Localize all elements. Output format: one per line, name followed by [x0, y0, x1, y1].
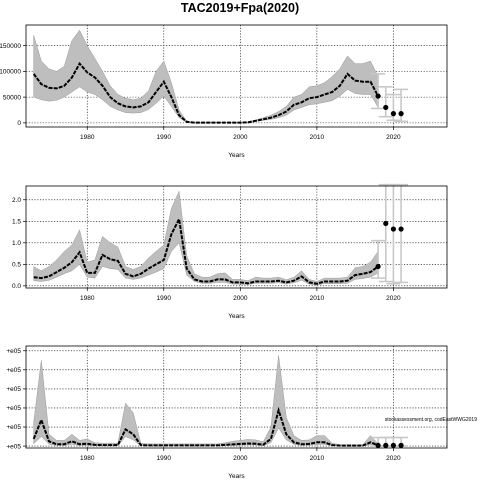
x-tick-label: 1980 [80, 295, 95, 302]
forecast-point [375, 263, 381, 270]
x-tick-label: 2010 [310, 295, 325, 302]
x-tick-label: 2000 [233, 455, 248, 462]
y-tick-label: 1.0 [12, 240, 21, 247]
source-annotation: stockassessment.org, codEastWWG2019 [385, 417, 477, 423]
forecast-point [375, 93, 381, 99]
forecast-point [383, 220, 389, 227]
forecast-intervals [371, 436, 409, 447]
y-tick-label: +e05 [6, 424, 21, 431]
y-tick-label: 1.5 [12, 218, 21, 225]
x-tick-label: 1990 [157, 295, 172, 302]
y-tick-label: +e05 [6, 386, 21, 393]
y-axis: 0 50000 100000 150000 [0, 43, 26, 127]
plot-frame [25, 24, 448, 128]
panel-top: 1980 1990 2000 2010 2020 050000100000150000 … [0, 24, 448, 159]
forecast-point [383, 104, 389, 111]
x-axis-label: Years [228, 152, 245, 159]
plot-frame [25, 345, 448, 449]
forecast-point [390, 111, 397, 117]
x-tick-label: 2000 [233, 134, 248, 141]
forecast-points [375, 442, 404, 448]
y-tick-label: 150000 [0, 43, 21, 50]
y-tick-label: +e05 [6, 348, 21, 355]
plot-frame [25, 185, 448, 289]
x-tick-label: 1980 [80, 455, 95, 462]
y-tick-label: +e05 [6, 405, 21, 412]
x-tick-label: 2020 [386, 134, 401, 141]
x-axis: 1980 1990 2000 2010 2020 [80, 448, 401, 462]
forecast-intervals [371, 183, 409, 285]
forecast-point [398, 111, 404, 117]
x-axis-label: Years [228, 313, 245, 320]
forecast-point [375, 442, 381, 448]
estimate-line [32, 406, 379, 447]
confidence-band [33, 190, 379, 286]
y-tick-label: 0.0 [12, 283, 21, 290]
grid-lines [26, 346, 447, 448]
y-axis: 0.0 0.5 1.0 1.5 2.0 [12, 197, 26, 290]
x-tick-label: 1990 [157, 134, 172, 141]
panel-bottom: 1980 1990 2000 2010 2020 +e05+e05+e05+e05+e0… [6, 345, 477, 480]
chart-title: TAC2019+Fpa(2020) [180, 1, 300, 15]
confidence-band [33, 355, 379, 447]
x-tick-label: 2010 [310, 455, 325, 462]
forecast-point [390, 226, 397, 232]
x-tick-label: 2000 [233, 295, 248, 302]
panel-middle: 1980 1990 2000 2010 2020 0.0 0.5 1.0 1.5 2.0 Yea… [12, 183, 448, 320]
x-axis: 1980 1990 2000 2010 2020 [80, 288, 401, 302]
y-tick-label: 0 [17, 120, 21, 127]
forecast-point [383, 442, 389, 448]
y-tick-label: +e05 [6, 367, 21, 374]
x-tick-label: 2020 [386, 295, 401, 302]
x-tick-label: 1990 [157, 455, 172, 462]
x-axis: 1980 1990 2000 2010 2020 [80, 127, 401, 141]
confidence-band [33, 29, 379, 124]
y-axis: +e05 +e05 +e05 +e05 +e05 +e05 [6, 348, 26, 450]
x-tick-label: 2020 [386, 455, 401, 462]
forecast-point [398, 442, 404, 448]
y-tick-label: 2.0 [12, 197, 21, 204]
forecast-point [398, 226, 404, 232]
forecast-point [390, 442, 397, 448]
y-tick-label: 0.5 [12, 262, 21, 269]
y-tick-label: +e05 [6, 443, 21, 450]
forecast-points [375, 220, 404, 270]
y-tick-label: 100000 [0, 69, 21, 76]
x-tick-label: 1980 [80, 134, 95, 141]
estimate-line [33, 215, 379, 285]
forecast-points [375, 93, 404, 117]
y-tick-label: 50000 [3, 94, 21, 101]
estimate-line [32, 61, 379, 124]
x-axis-label: Years [228, 473, 245, 480]
x-tick-label: 2010 [310, 134, 325, 141]
